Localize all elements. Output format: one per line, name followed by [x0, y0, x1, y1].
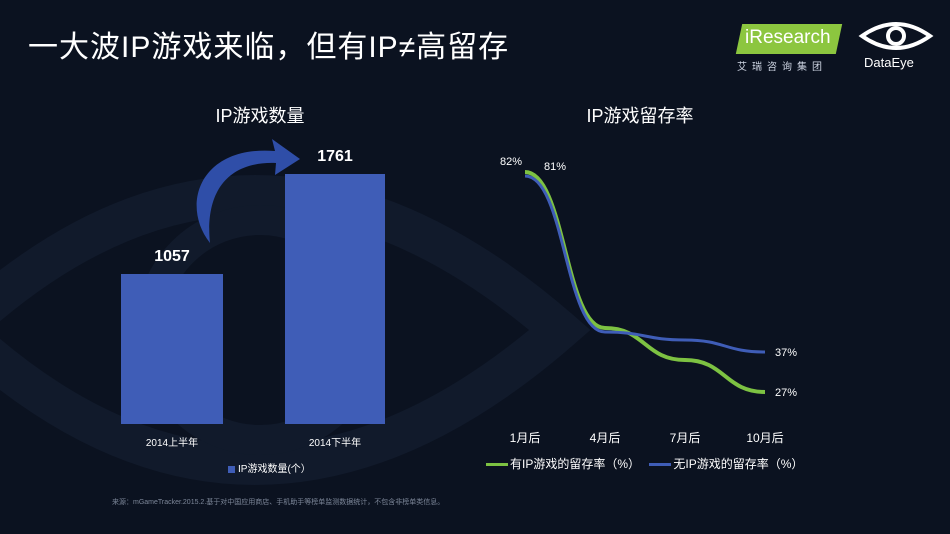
x-tick-label: 4月后: [590, 431, 621, 445]
line-legend: 有IP游戏的留存率（%） 无IP游戏的留存率（%）: [486, 455, 803, 472]
line-end-label: 27%: [775, 387, 797, 399]
eye-icon: [858, 22, 934, 50]
dataeye-logo: DataEye: [858, 18, 938, 74]
bar-category-label: 2014上半年: [145, 438, 199, 449]
x-tick-label: 10月后: [746, 431, 783, 445]
iresearch-logo-text: iResearch: [745, 27, 831, 48]
line-series-without-ip: [524, 174, 766, 354]
bar-legend: IP游戏数量(个）: [228, 460, 311, 475]
bar-category-label: 2014下半年: [308, 438, 362, 449]
x-tick-label: 7月后: [670, 431, 701, 445]
bar-2014-h1: [121, 273, 223, 424]
line-start-label: 82%: [500, 156, 522, 168]
legend-line-swatch-green: [486, 463, 508, 467]
line-legend-label: 有IP游戏的留存率（%）: [510, 457, 641, 471]
legend-line-swatch-blue: [649, 463, 672, 467]
source-note: 来源：mGameTracker.2015.2.基于对中国应用商店、手机助手等榜单…: [112, 499, 445, 506]
line-chart: 82% 27% 81% 37% 1月后 4月后 7月后 10月后: [500, 156, 797, 445]
bar-legend-label: IP游戏数量(个）: [238, 464, 311, 475]
line-chart-title: IP游戏留存率: [586, 106, 694, 126]
bar-2014-h2: [285, 174, 385, 424]
bar-data-label: 1057: [154, 247, 190, 265]
curved-arrow-icon: [196, 139, 300, 243]
line-legend-label: 无IP游戏的留存率（%）: [673, 457, 804, 471]
line-start-label: 81%: [544, 161, 566, 173]
bar-chart-title: IP游戏数量: [215, 106, 305, 126]
iresearch-logo-subtitle: 艾瑞咨询集团: [737, 62, 827, 73]
x-tick-label: 1月后: [510, 431, 541, 445]
line-series-with-ip: [524, 170, 766, 394]
bar-data-label: 1761: [317, 148, 353, 165]
iresearch-logo: iResearch 艾瑞咨询集团: [735, 24, 843, 74]
line-end-label: 37%: [775, 347, 797, 359]
legend-swatch: [228, 465, 235, 473]
dataeye-logo-text: DataEye: [864, 55, 914, 70]
page-title: 一大波IP游戏来临，但有IP≠高留存: [28, 31, 510, 64]
